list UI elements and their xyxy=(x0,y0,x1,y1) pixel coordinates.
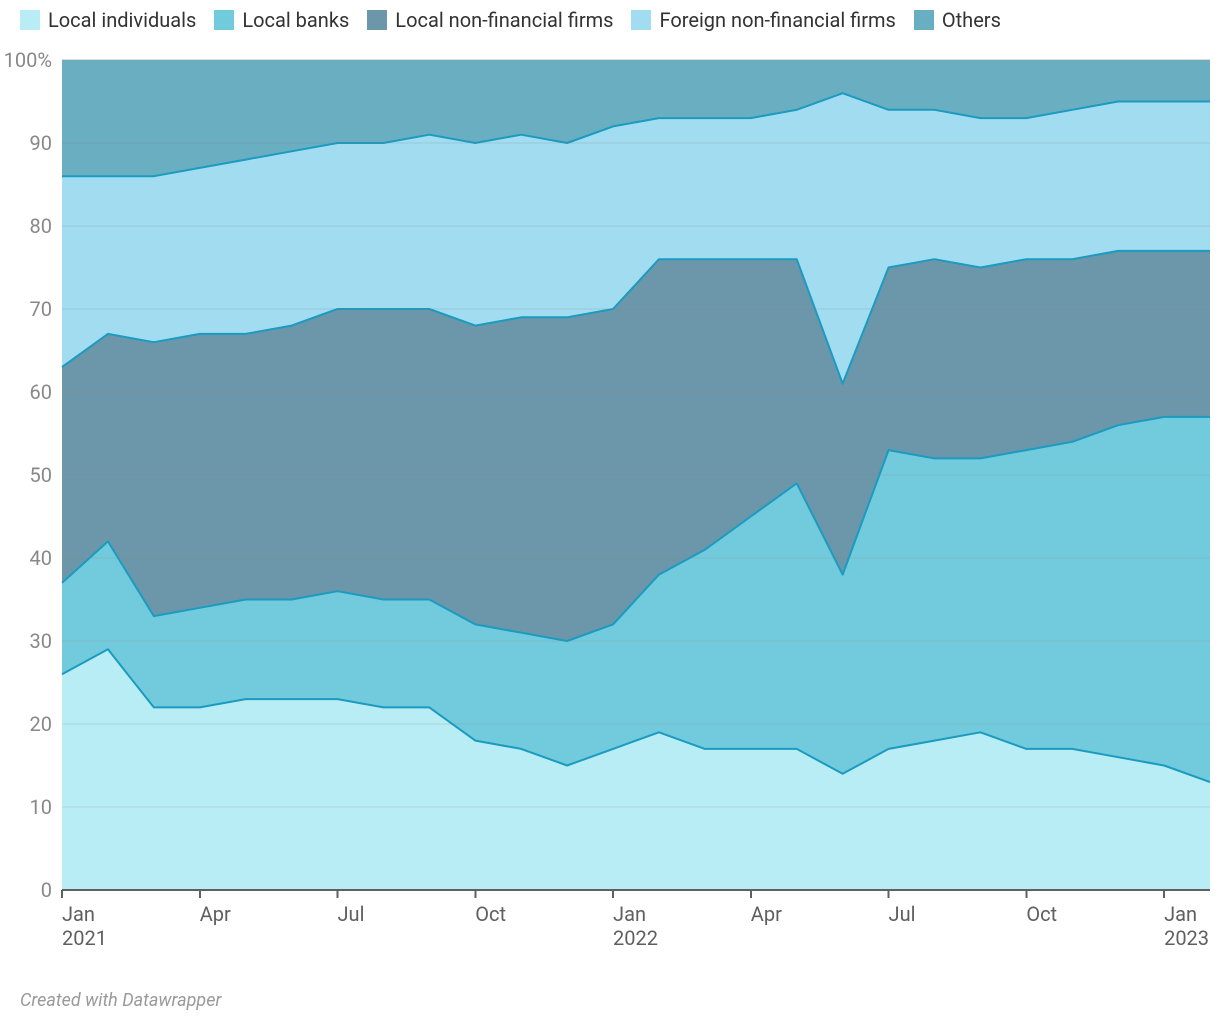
y-tick-label: 100% xyxy=(0,48,52,72)
y-tick-label: 60 xyxy=(0,380,52,404)
y-tick-label: 40 xyxy=(0,546,52,570)
x-tick-label: Apr xyxy=(751,902,782,926)
y-tick-label: 70 xyxy=(0,297,52,321)
x-tick-label: Jan 2021 xyxy=(62,902,107,950)
y-tick-label: 20 xyxy=(0,712,52,736)
x-tick-label: Jul xyxy=(889,902,916,926)
y-tick-label: 80 xyxy=(0,214,52,238)
x-tick-label: Oct xyxy=(475,902,506,926)
y-tick-label: 50 xyxy=(0,463,52,487)
y-tick-label: 10 xyxy=(0,795,52,819)
x-tick-label: Oct xyxy=(1026,902,1057,926)
x-tick-label: Jul xyxy=(338,902,365,926)
x-tick-label: Jan 2023 xyxy=(1164,902,1209,950)
y-tick-label: 0 xyxy=(0,878,52,902)
y-tick-label: 90 xyxy=(0,131,52,155)
x-tick-label: Apr xyxy=(200,902,231,926)
credit-line: Created with Datawrapper xyxy=(20,990,221,1011)
x-tick-label: Jan 2022 xyxy=(613,902,658,950)
y-tick-label: 30 xyxy=(0,629,52,653)
